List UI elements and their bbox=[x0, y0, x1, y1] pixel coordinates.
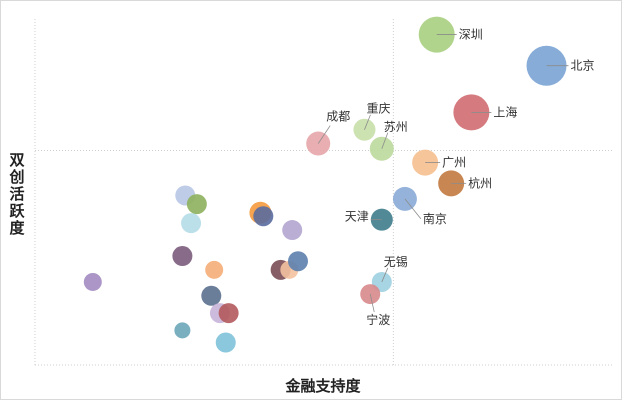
data-label-宁波: 宁波 bbox=[366, 312, 390, 327]
bubble-16[interactable] bbox=[253, 206, 274, 227]
data-label-成都: 成都 bbox=[326, 110, 350, 124]
bubble-28[interactable] bbox=[215, 332, 236, 353]
leader-line-无锡 bbox=[381, 267, 389, 283]
data-label-杭州: 杭州 bbox=[468, 175, 492, 190]
data-label-天津: 天津 bbox=[345, 210, 369, 224]
bubble-14[interactable] bbox=[181, 213, 202, 234]
grid-lines bbox=[34, 19, 613, 366]
bubble-26[interactable] bbox=[218, 303, 239, 324]
leader-line-南京 bbox=[404, 198, 422, 220]
leader-line-成都 bbox=[317, 125, 331, 144]
data-label-深圳: 深圳 bbox=[459, 28, 483, 42]
leader-line-宁波 bbox=[369, 293, 375, 313]
bubble-13[interactable] bbox=[186, 194, 207, 215]
data-label-苏州: 苏州 bbox=[384, 120, 408, 134]
bubble-24[interactable] bbox=[201, 285, 222, 306]
data-label-南京: 南京 bbox=[423, 211, 447, 226]
bubble-18[interactable] bbox=[172, 246, 193, 267]
data-label-无锡: 无锡 bbox=[384, 254, 408, 269]
data-label-重庆: 重庆 bbox=[366, 102, 390, 116]
data-label-广州: 广州 bbox=[442, 156, 466, 170]
data-label-上海: 上海 bbox=[493, 104, 517, 119]
bubble-23[interactable] bbox=[83, 272, 102, 291]
bubble-27[interactable] bbox=[174, 322, 191, 339]
leader-line-苏州 bbox=[381, 132, 389, 149]
bubble-17[interactable] bbox=[282, 220, 303, 241]
bubble-22[interactable] bbox=[287, 251, 308, 272]
bubble-series bbox=[83, 16, 567, 353]
data-label-北京: 北京 bbox=[571, 59, 595, 73]
bubble-19[interactable] bbox=[205, 260, 224, 279]
x-axis-title: 金融支持度 bbox=[284, 377, 361, 395]
y-axis-title: 双创活跃度 bbox=[8, 151, 25, 237]
leader-line-重庆 bbox=[364, 114, 371, 130]
